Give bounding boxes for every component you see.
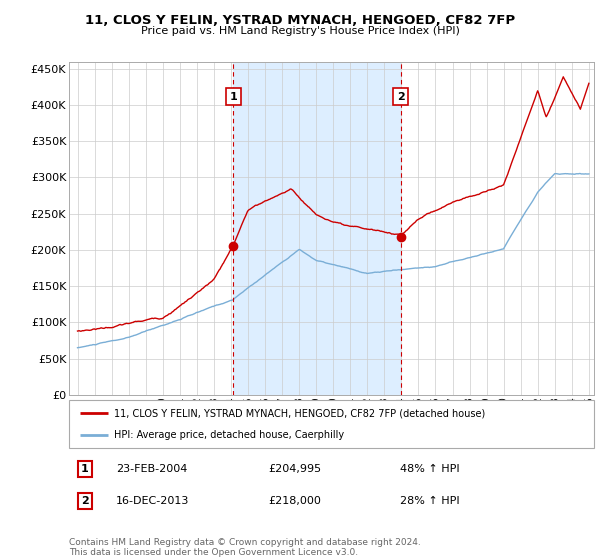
Text: 48% ↑ HPI: 48% ↑ HPI [400,464,460,474]
Text: 2: 2 [81,496,89,506]
Text: 16-DEC-2013: 16-DEC-2013 [116,496,190,506]
Text: 23-FEB-2004: 23-FEB-2004 [116,464,188,474]
Text: £218,000: £218,000 [269,496,322,506]
Text: £204,995: £204,995 [269,464,322,474]
Text: HPI: Average price, detached house, Caerphilly: HPI: Average price, detached house, Caer… [113,430,344,440]
Text: 1: 1 [229,92,237,101]
Text: 2: 2 [397,92,404,101]
Bar [233,62,401,395]
Text: 1: 1 [81,464,89,474]
Text: 11, CLOS Y FELIN, YSTRAD MYNACH, HENGOED, CF82 7FP (detached house): 11, CLOS Y FELIN, YSTRAD MYNACH, HENGOED… [113,408,485,418]
Text: 28% ↑ HPI: 28% ↑ HPI [400,496,460,506]
Text: Price paid vs. HM Land Registry's House Price Index (HPI): Price paid vs. HM Land Registry's House … [140,26,460,36]
Text: 11, CLOS Y FELIN, YSTRAD MYNACH, HENGOED, CF82 7FP: 11, CLOS Y FELIN, YSTRAD MYNACH, HENGOED… [85,14,515,27]
Text: Contains HM Land Registry data © Crown copyright and database right 2024.
This d: Contains HM Land Registry data © Crown c… [69,538,421,557]
